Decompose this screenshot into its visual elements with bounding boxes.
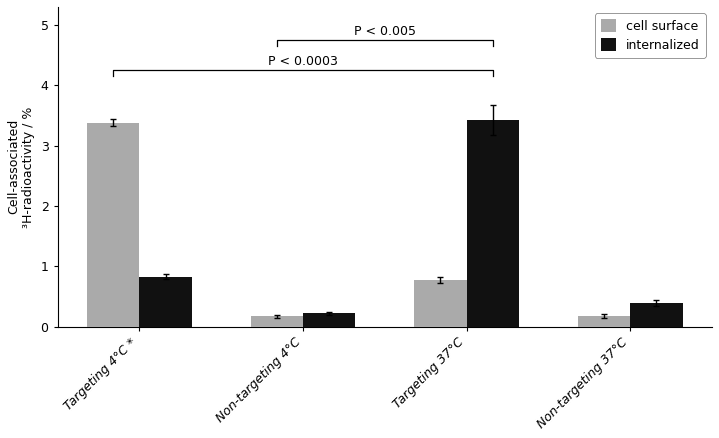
Bar — [139, 277, 192, 327]
Bar — [467, 120, 519, 327]
Legend: cell surface, internalized: cell surface, internalized — [595, 13, 706, 58]
Bar — [414, 280, 467, 327]
Bar — [303, 314, 355, 327]
Bar — [87, 123, 139, 327]
Text: P < 0.0003: P < 0.0003 — [268, 56, 338, 68]
Bar — [578, 316, 631, 327]
Bar — [251, 317, 303, 327]
Y-axis label: Cell-associated
³H-radioactivity / %: Cell-associated ³H-radioactivity / % — [7, 106, 35, 227]
Bar — [631, 303, 682, 327]
Text: P < 0.005: P < 0.005 — [354, 25, 416, 38]
